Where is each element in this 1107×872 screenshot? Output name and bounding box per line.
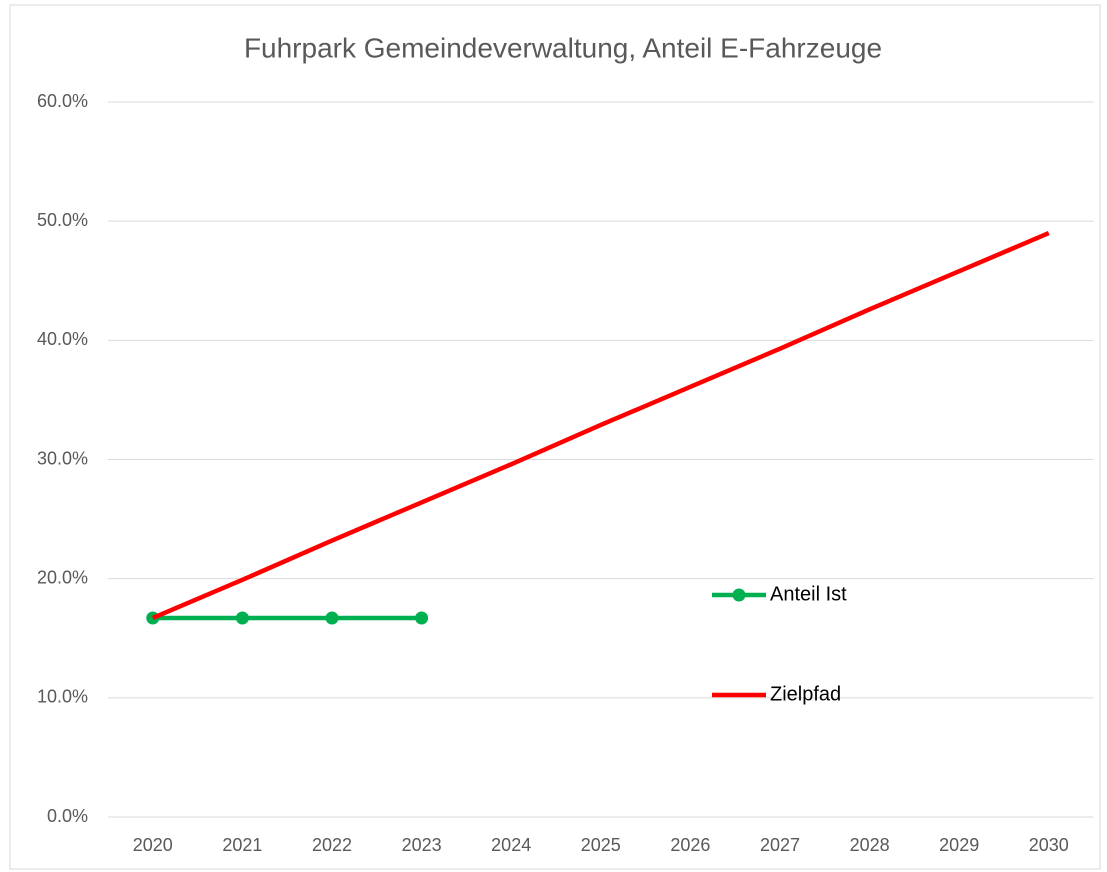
- y-tick-label: 50.0%: [37, 210, 88, 230]
- x-tick-label: 2021: [222, 835, 262, 855]
- chart-title: Fuhrpark Gemeindeverwaltung, Anteil E-Fa…: [244, 32, 882, 63]
- x-tick-label: 2026: [670, 835, 710, 855]
- series-line: [151, 231, 1050, 621]
- legend-label: Anteil Ist: [770, 583, 847, 605]
- y-tick-label: 0.0%: [47, 806, 88, 826]
- x-tick-label: 2025: [581, 835, 621, 855]
- x-tick-label: 2020: [133, 835, 173, 855]
- x-tick-label: 2029: [939, 835, 979, 855]
- y-tick-label: 30.0%: [37, 448, 88, 468]
- chart-border: [9, 4, 1101, 870]
- marker: [325, 611, 339, 625]
- x-tick-label: 2023: [402, 835, 442, 855]
- y-tick-label: 40.0%: [37, 329, 88, 349]
- x-tick-label: 2024: [491, 835, 531, 855]
- x-tick-label: 2030: [1029, 835, 1069, 855]
- marker: [235, 611, 249, 625]
- x-tick-label: 2028: [850, 835, 890, 855]
- marker: [415, 611, 429, 625]
- x-tick-label: 2027: [760, 835, 800, 855]
- x-tick-label: 2022: [312, 835, 352, 855]
- y-tick-label: 20.0%: [37, 567, 88, 587]
- legend-label: Zielpfad: [770, 683, 841, 705]
- y-tick-label: 60.0%: [37, 91, 88, 111]
- y-tick-label: 10.0%: [37, 687, 88, 707]
- legend-marker: [732, 588, 746, 602]
